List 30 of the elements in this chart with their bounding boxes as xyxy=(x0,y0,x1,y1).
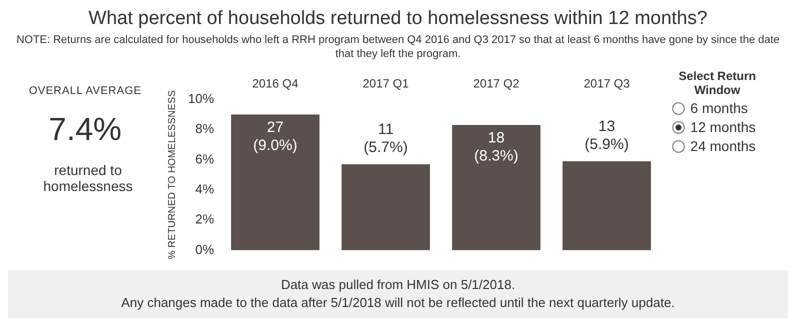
bar xyxy=(342,164,430,250)
bar xyxy=(562,161,652,250)
x-tick-label: 2016 Q4 xyxy=(252,76,299,91)
text: returned to homelessness xyxy=(42,162,134,194)
text: Select Return Window xyxy=(678,69,757,97)
text: Data was pulled from HMIS on 5/1/2018. xyxy=(280,276,516,294)
x-tick-label: 2017 Q3 xyxy=(584,76,630,91)
y-tick-label: 8% xyxy=(196,121,215,136)
y-tick-label: 10% xyxy=(188,90,215,106)
y-axis-title: % RETURNED TO HOMELESSNESS xyxy=(167,90,178,260)
data-label: 18 (8.3%) xyxy=(474,130,519,165)
text: 24 months xyxy=(690,138,756,154)
chart-title: What percent of households returned to homelessness within 12 months? xyxy=(88,8,708,30)
y-tick-label: 4% xyxy=(196,181,215,196)
text: 6 months xyxy=(690,100,748,116)
text: Any changes made to the data after 5/1/2018 will not be reflected until the next quarterly update. xyxy=(120,294,676,312)
text: OVERALL AVERAGE xyxy=(28,85,142,97)
chart-subtitle: NOTE: Returns are calculated for households who left a RRH program between Q4 2016 and Q3 2017 so that at least 6 months have gone by since the date that they left the program. xyxy=(15,33,781,61)
y-tick-label: 0% xyxy=(196,242,215,257)
y-tick-label: 2% xyxy=(196,212,215,227)
data-label: 11 (5.7%) xyxy=(364,120,408,156)
x-tick-label: 2017 Q1 xyxy=(363,76,410,91)
bar xyxy=(231,114,320,250)
text: 12 months xyxy=(690,119,756,135)
data-label: 27 (9.0%) xyxy=(253,119,298,154)
y-tick-label: 6% xyxy=(196,151,215,166)
data-label: 13 (5.9%) xyxy=(584,118,630,153)
bar xyxy=(452,125,541,250)
text: 7.4% xyxy=(48,111,123,148)
x-tick-label: 2017 Q2 xyxy=(474,76,520,91)
